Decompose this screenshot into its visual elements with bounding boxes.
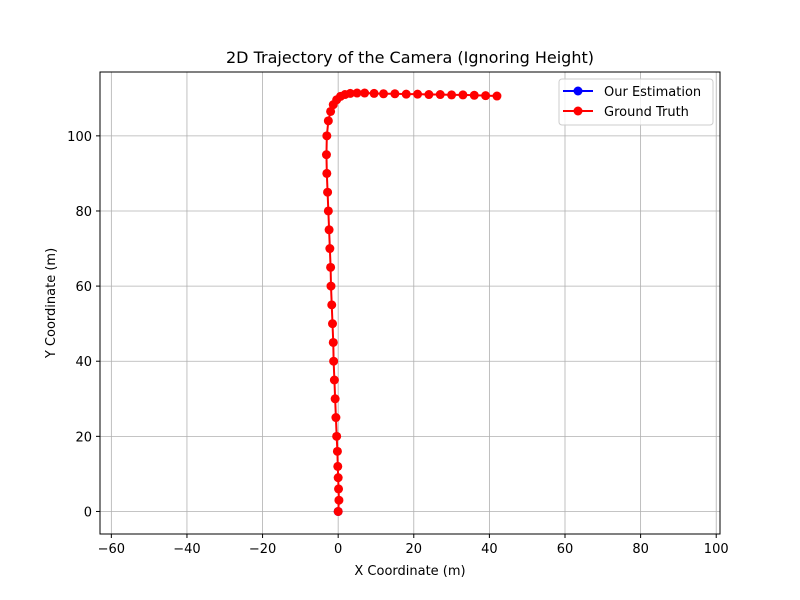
x-tick-label: 0 (334, 542, 342, 557)
y-tick-label: 80 (75, 205, 92, 220)
data-point-ground-truth (330, 394, 340, 404)
data-point-ground-truth (322, 168, 332, 178)
data-point-ground-truth (435, 90, 445, 100)
x-tick-label: 80 (632, 542, 649, 557)
x-axis-label: X Coordinate (m) (354, 564, 465, 579)
data-point-ground-truth (352, 88, 362, 98)
data-point-ground-truth (333, 473, 343, 483)
x-tick-label: −60 (98, 542, 125, 557)
data-point-ground-truth (345, 88, 355, 98)
data-point-ground-truth (332, 431, 342, 441)
data-point-ground-truth (332, 446, 342, 456)
data-point-ground-truth (390, 89, 400, 99)
data-point-ground-truth (326, 281, 336, 291)
data-point-ground-truth (326, 106, 336, 116)
data-point-ground-truth (328, 319, 337, 329)
data-point-ground-truth (401, 89, 411, 99)
data-point-ground-truth (327, 300, 337, 310)
data-point-ground-truth (329, 356, 339, 366)
data-point-ground-truth (333, 506, 343, 516)
x-tick-label: 40 (481, 542, 498, 557)
x-tick-label: 20 (406, 542, 423, 557)
legend-marker-ground-truth (573, 106, 583, 116)
y-tick-label: 0 (84, 505, 92, 520)
data-point-ground-truth (323, 187, 333, 197)
data-point-ground-truth (469, 90, 479, 100)
data-point-ground-truth (322, 131, 332, 141)
data-point-ground-truth (326, 262, 336, 272)
data-point-ground-truth (323, 116, 333, 126)
y-tick-label: 40 (75, 355, 92, 370)
x-tick-label: 60 (557, 542, 574, 557)
plot-frame (99, 71, 721, 535)
data-point-ground-truth (458, 90, 468, 100)
x-tick-label: −20 (249, 542, 276, 557)
data-point-ground-truth (334, 484, 344, 494)
data-point-ground-truth (447, 90, 457, 100)
data-point-ground-truth (424, 90, 434, 100)
legend-label-ground-truth: Ground Truth (604, 105, 689, 120)
data-point-ground-truth (334, 495, 344, 505)
data-point-ground-truth (329, 375, 339, 385)
data-point-ground-truth (492, 91, 502, 101)
data-point-ground-truth (379, 89, 389, 99)
x-axis-ticks: −60 −40 −20 0 20 40 60 80 100 (98, 534, 729, 557)
y-tick-label: 100 (67, 130, 92, 145)
data-point-ground-truth (481, 91, 491, 101)
y-axis-label: Y Coordinate (m) (44, 248, 59, 359)
data-point-ground-truth (328, 337, 338, 347)
y-tick-label: 60 (75, 280, 92, 295)
data-point-ground-truth (321, 150, 331, 160)
legend-label-our-estimation: Our Estimation (604, 85, 701, 100)
series-layer (321, 88, 502, 516)
data-point-ground-truth (323, 206, 333, 216)
data-point-ground-truth (325, 244, 335, 254)
data-point-ground-truth (324, 225, 334, 235)
data-point-ground-truth (369, 88, 379, 98)
x-tick-label: 100 (704, 542, 729, 557)
legend-box (558, 78, 714, 126)
data-point-ground-truth (360, 88, 370, 98)
data-point-ground-truth (413, 89, 423, 99)
chart-title: 2D Trajectory of the Camera (Ignoring He… (226, 48, 594, 67)
legend-marker-our-estimation (573, 86, 583, 96)
grid (100, 72, 720, 534)
y-tick-label: 20 (75, 430, 92, 445)
data-point-ground-truth (333, 461, 343, 471)
series-line-ground-truth (325, 92, 497, 512)
x-tick-label: −40 (173, 542, 200, 557)
legend: Our Estimation Ground Truth (558, 78, 714, 126)
data-point-ground-truth (331, 413, 341, 423)
y-axis-ticks: 0 20 40 60 80 100 (67, 130, 100, 520)
